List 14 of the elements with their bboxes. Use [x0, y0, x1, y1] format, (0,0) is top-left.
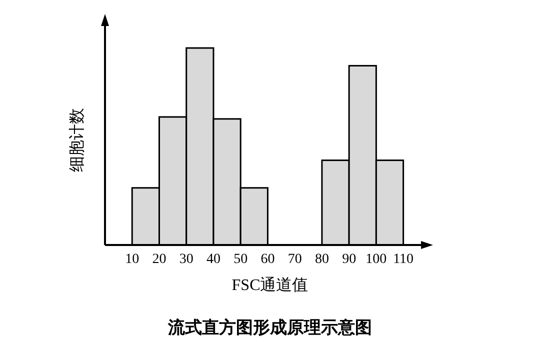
x-tick-label: 10 [125, 252, 140, 267]
x-tick-label: 30 [179, 252, 194, 267]
x-tick-label: 50 [234, 252, 248, 267]
x-tick-label: 40 [206, 252, 220, 267]
x-tick-label: 70 [288, 252, 302, 267]
x-tick-label: 60 [260, 252, 275, 267]
x-tick-label: 80 [314, 252, 329, 267]
x-tick-label: 100 [366, 252, 387, 267]
x-tick-label: 20 [152, 252, 166, 267]
x-tick-label: 90 [342, 252, 356, 267]
y-axis-title: 细胞计数 [68, 108, 86, 172]
text: 流式直方图形成原理示意图 [167, 318, 372, 337]
x-tick-label: 110 [393, 252, 414, 267]
x-axis-title: FSC通道值 [232, 276, 308, 294]
